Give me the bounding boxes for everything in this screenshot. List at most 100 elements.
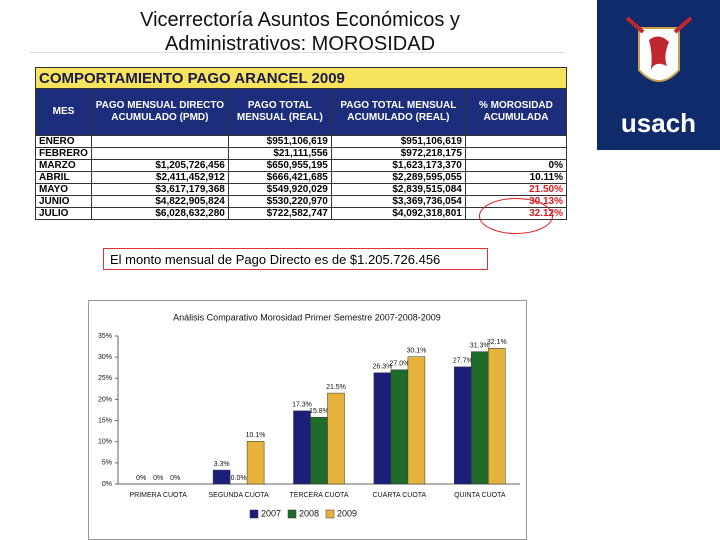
cell: 21.50% <box>464 183 568 196</box>
legend-swatch <box>325 509 335 519</box>
legend-swatch <box>287 509 297 519</box>
bar <box>454 366 472 485</box>
x-tick-label: SEGUNDA CUOTA <box>209 492 269 499</box>
bar <box>390 369 409 485</box>
cell: JULIO <box>35 207 92 220</box>
cell: $1,205,726,456 <box>90 159 229 172</box>
column-header: % MOROSIDAD ACUMULADA <box>464 88 568 136</box>
chart: Análisis Comparativo Morosidad Primer Se… <box>88 300 527 540</box>
cell: $1,623,173,370 <box>330 159 466 172</box>
table-row: ABRIL $2,411,452,912 $666,421,685 $2,289,59… <box>35 171 568 184</box>
cell: 10.11% <box>464 171 568 184</box>
table-row: MAYO $3,617,179,368 $549,920,029 $2,839,515… <box>35 183 568 196</box>
value-label: 26.3% <box>372 364 392 371</box>
cell: $21,111,556 <box>227 147 332 160</box>
cell: JUNIO <box>35 195 92 208</box>
value-label: 10.1% <box>246 432 266 439</box>
value-label: 15.8% <box>309 408 329 415</box>
bar <box>373 372 392 485</box>
bar <box>471 351 489 485</box>
cell: $2,411,452,912 <box>90 171 229 184</box>
cell: $972,218,175 <box>330 147 466 160</box>
value-label: 21.5% <box>326 384 346 391</box>
legend-label: 2007 <box>261 508 281 518</box>
x-tick-label: PRIMERA CUOTA <box>129 492 187 499</box>
table-wrap: COMPORTAMIENTO PAGO ARANCEL 2009 MES PAGO … <box>35 67 568 220</box>
bar <box>212 469 231 485</box>
cell <box>90 135 229 148</box>
cell: $6,028,632,280 <box>90 207 229 220</box>
logo: usach <box>597 0 720 150</box>
cell: MAYO <box>35 183 92 196</box>
cell: $530,220,970 <box>227 195 332 208</box>
column-header: PAGO TOTAL MENSUAL ACUMULADO (REAL) <box>330 88 466 136</box>
value-label: 3.3% <box>214 461 230 468</box>
x-tick-label: CUARTA CUOTA <box>373 492 427 499</box>
cell: ENERO <box>35 135 92 148</box>
y-tick-label: 30% <box>98 354 112 361</box>
table-row: FEBRERO $21,111,556 $972,218,175 <box>35 147 568 160</box>
cell: ABRIL <box>35 171 92 184</box>
value-label: 27.0% <box>389 361 409 368</box>
y-tick-label: 10% <box>98 439 112 446</box>
value-label: 0% <box>153 475 163 482</box>
value-label: 32.1% <box>487 339 507 346</box>
x-tick-label: QUINTA CUOTA <box>454 492 506 499</box>
cell: $3,617,179,368 <box>90 183 229 196</box>
y-tick-label: 5% <box>102 460 112 467</box>
legend-swatch <box>249 509 259 519</box>
cell <box>90 147 229 160</box>
cell: FEBRERO <box>35 147 92 160</box>
cell: $4,092,318,801 <box>330 207 466 220</box>
column-header: PAGO MENSUAL DIRECTO ACUMULADO (PMD) <box>90 88 229 136</box>
bar <box>488 348 506 485</box>
value-label: 0% <box>170 475 180 482</box>
header-row: MES PAGO MENSUAL DIRECTO ACUMULADO (PMD) P… <box>35 88 568 136</box>
value-label: 0% <box>136 475 146 482</box>
y-tick-label: 25% <box>98 375 112 382</box>
title-row: COMPORTAMIENTO PAGO ARANCEL 2009 <box>35 67 567 89</box>
title-line: Vicerrectoría Asuntos Económicos y <box>140 9 460 31</box>
note: El monto mensual de Pago Directo es de $… <box>103 248 488 270</box>
table: COMPORTAMIENTO PAGO ARANCEL 2009 MES PAGO … <box>35 67 568 220</box>
logo-text: usach <box>620 108 697 138</box>
cell: $2,289,595,055 <box>330 171 466 184</box>
column-header: PAGO TOTAL MENSUAL (REAL) <box>227 88 332 136</box>
column-header: MES <box>35 88 92 136</box>
value-label: 27.7% <box>453 358 473 365</box>
cell: $650,955,195 <box>227 159 332 172</box>
highlight-ellipse <box>479 198 553 234</box>
cell: $549,920,029 <box>227 183 332 196</box>
cell: $951,106,619 <box>330 135 466 148</box>
bar <box>327 392 345 485</box>
cell: $666,421,685 <box>227 171 332 184</box>
cell: $2,839,515,084 <box>330 183 466 196</box>
y-tick-label: 15% <box>98 417 112 424</box>
value-label: 31.3% <box>470 342 490 349</box>
bar <box>310 416 328 485</box>
table-row: MARZO $1,205,726,456 $650,955,195 $1,623,17… <box>35 159 568 172</box>
cell: MARZO <box>35 159 92 172</box>
value-label: 17.3% <box>292 402 312 409</box>
y-tick-label: 20% <box>98 396 112 403</box>
bar <box>407 356 426 485</box>
rule <box>30 52 565 53</box>
table-title: COMPORTAMIENTO PAGO ARANCEL 2009 <box>35 67 567 89</box>
cell <box>464 135 568 148</box>
crest <box>625 16 693 82</box>
value-label: 0.0% <box>231 475 247 482</box>
bar <box>246 441 265 485</box>
cell: $4,822,905,824 <box>90 195 229 208</box>
bar <box>293 410 311 485</box>
title-line: Administrativos: MOROSIDAD <box>164 33 436 55</box>
cell: $722,582,747 <box>227 207 332 220</box>
cell: 0% <box>464 159 568 172</box>
legend-label: 2008 <box>299 508 319 518</box>
value-label: 30.1% <box>406 348 426 355</box>
legend-label: 2009 <box>337 508 357 518</box>
slide-title: Vicerrectoría Asuntos Económicos y Admin… <box>40 8 560 56</box>
cell: $3,369,736,054 <box>330 195 466 208</box>
cell <box>464 147 568 160</box>
y-tick-label: 0% <box>102 481 112 488</box>
